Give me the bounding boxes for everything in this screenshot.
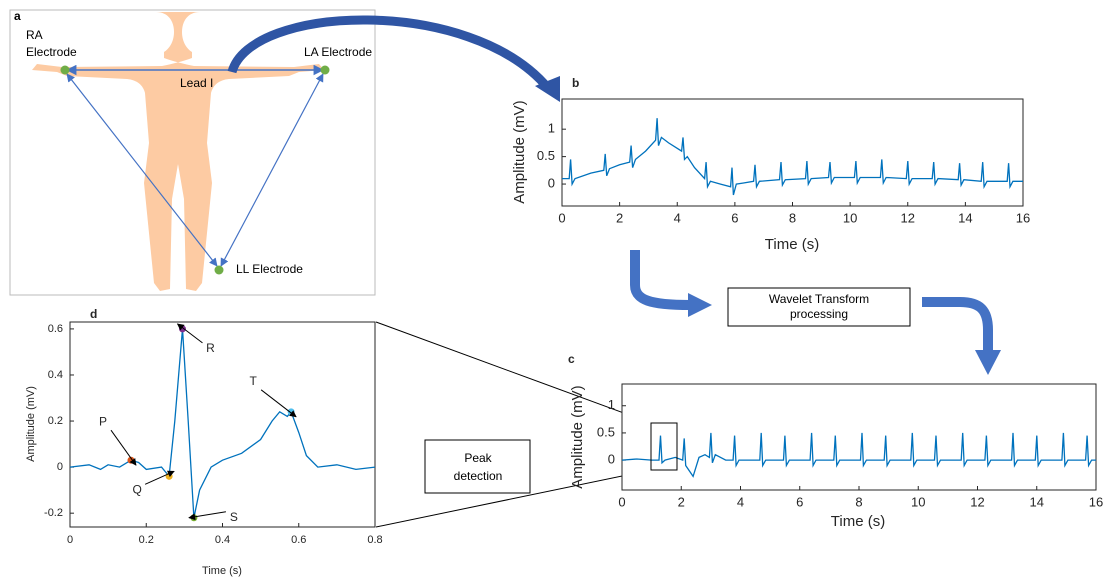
x-tick-label: 6 — [731, 210, 738, 225]
x-tick-label: 10 — [911, 494, 925, 509]
annotation-arrow — [260, 389, 297, 418]
y-tick-label: 0.5 — [537, 148, 555, 163]
process-label: Peak — [464, 451, 492, 465]
x-tick-label: 0.4 — [215, 534, 230, 546]
y-tick-label: -0.2 — [44, 507, 63, 519]
signal-line — [621, 432, 1096, 478]
flow-arrowhead — [975, 350, 1001, 375]
x-tick-label: 2 — [616, 210, 623, 225]
x-tick-label: 10 — [843, 210, 857, 225]
y-tick-label: 0.5 — [597, 424, 615, 439]
lead-arrow — [220, 73, 324, 267]
x-tick-label: 2 — [678, 494, 685, 509]
x-tick-label: 4 — [674, 210, 681, 225]
y-tick-label: 0.4 — [48, 369, 63, 381]
panel-label: a — [14, 9, 21, 23]
peak-label: S — [230, 510, 238, 524]
electrode — [60, 65, 70, 75]
axes-frame — [69, 321, 376, 528]
panel-label: d — [90, 307, 97, 321]
process-label: Wavelet Transform — [769, 292, 869, 306]
x-tick-label: 16 — [1089, 494, 1103, 509]
y-tick-label: 0 — [57, 461, 63, 473]
zoom-line — [375, 321, 652, 424]
peak-label: R — [206, 341, 215, 355]
y-tick-label: 0.2 — [48, 415, 63, 427]
y-tick-label: 1 — [548, 121, 555, 136]
peak-label: P — [99, 414, 107, 428]
x-tick-label: 0 — [67, 534, 73, 546]
x-tick-label: 16 — [1016, 210, 1030, 225]
annotation-arrow — [176, 323, 203, 344]
y-tick-label: 1 — [608, 397, 615, 412]
x-tick-label: 6 — [796, 494, 803, 509]
x-tick-label: 4 — [737, 494, 744, 509]
flow-arrowhead — [535, 76, 560, 102]
process-box — [727, 287, 911, 327]
flow-arrow — [630, 250, 691, 310]
y-tick-label: 0.6 — [48, 323, 63, 335]
signal-line — [69, 328, 376, 518]
panel-label: b — [572, 76, 579, 90]
x-tick-label: 8 — [855, 494, 862, 509]
x-tick-label: 0.8 — [367, 534, 382, 546]
electrode — [320, 65, 330, 75]
x-tick-label: 8 — [789, 210, 796, 225]
x-tick-label: 12 — [970, 494, 984, 509]
y-tick-label: 0 — [608, 452, 615, 467]
y-tick-label: 0 — [548, 175, 555, 190]
electrode-label: Electrode — [26, 45, 77, 59]
electrode-label: LA Electrode — [304, 45, 372, 59]
peak-label: T — [249, 374, 257, 388]
x-axis-label: Time (s) — [202, 565, 242, 577]
flow-arrowhead — [688, 293, 712, 317]
peak-label: Q — [132, 482, 141, 496]
x-tick-label: 14 — [958, 210, 972, 225]
panel-label: c — [568, 352, 575, 366]
lead-label: Lead I — [180, 76, 213, 90]
axes-frame — [621, 383, 1097, 491]
x-tick-label: 14 — [1030, 494, 1044, 509]
annotation-arrow — [188, 511, 226, 521]
x-tick-label: 0 — [618, 494, 625, 509]
x-axis-label: Time (s) — [765, 236, 819, 253]
x-tick-label: 0 — [558, 210, 565, 225]
process-label: detection — [454, 469, 503, 483]
annotation-arrow — [110, 429, 137, 466]
electrode-label: LL Electrode — [236, 262, 303, 276]
zoom-line — [375, 469, 652, 528]
y-axis-label: Amplitude (mV) — [25, 386, 37, 462]
y-axis-label: Amplitude (mV) — [511, 100, 528, 203]
process-box — [424, 439, 531, 494]
lead-arrow — [66, 73, 218, 267]
x-tick-label: 0.2 — [139, 534, 154, 546]
x-tick-label: 12 — [901, 210, 915, 225]
flow-arrow — [922, 297, 993, 352]
x-axis-label: Time (s) — [831, 513, 885, 530]
electrode-label: RA — [26, 28, 43, 42]
zoom-box — [650, 422, 678, 471]
process-label: processing — [790, 307, 848, 321]
x-tick-label: 0.6 — [291, 534, 306, 546]
annotation-arrow — [144, 470, 175, 485]
signal-line — [562, 118, 1023, 196]
y-axis-label: Amplitude (mV) — [569, 385, 586, 488]
axes-frame — [561, 98, 1024, 207]
electrode — [214, 265, 224, 275]
flow-arrow — [227, 15, 552, 91]
